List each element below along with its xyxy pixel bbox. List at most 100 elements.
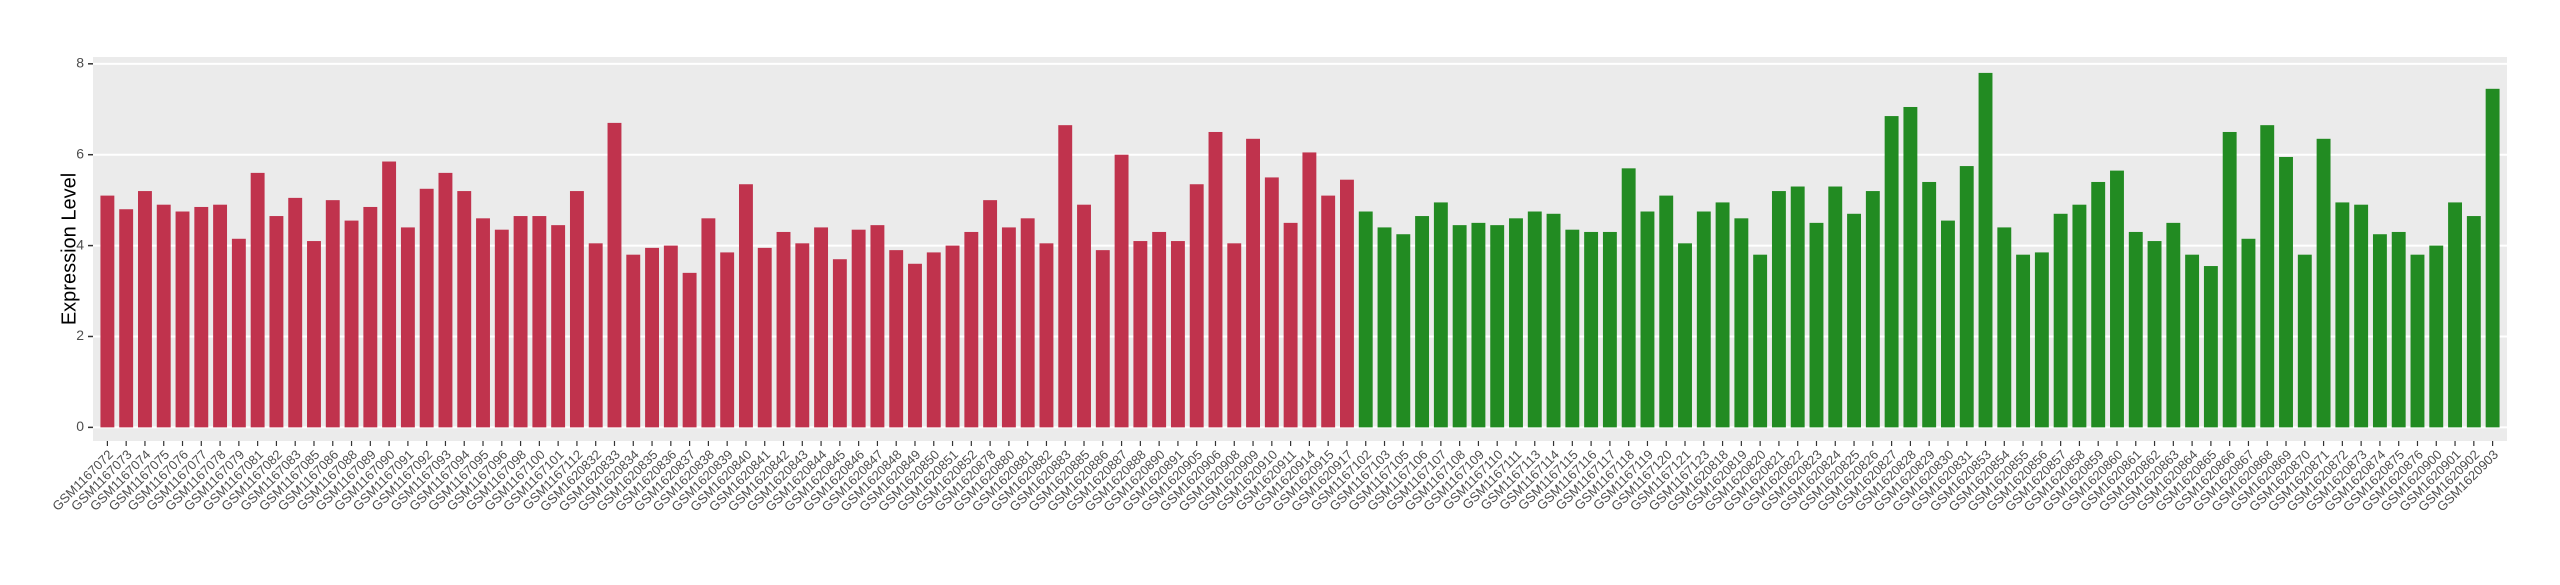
bar: [1715, 202, 1730, 428]
bar: [964, 231, 979, 428]
bar: [307, 241, 321, 428]
bar: [1828, 186, 1843, 428]
bar: [476, 218, 490, 428]
bar: [2128, 231, 2143, 428]
bar: [1114, 154, 1129, 428]
bar: [194, 206, 209, 428]
bar: [1903, 106, 1918, 428]
bar: [1133, 241, 1148, 428]
bar: [2316, 138, 2331, 428]
bar: [1058, 125, 1073, 428]
bar: [1358, 211, 1373, 428]
bar: [438, 172, 453, 428]
y-tick-label: 4: [76, 236, 84, 252]
bar: [832, 259, 847, 428]
bar: [419, 188, 434, 428]
bar: [325, 200, 340, 428]
bar: [1809, 222, 1824, 428]
plot-panel: [93, 57, 2507, 441]
bar: [1471, 222, 1486, 428]
bar: [1264, 177, 1279, 428]
bar: [701, 218, 716, 428]
bar: [551, 225, 566, 428]
bar: [100, 195, 115, 428]
bar: [569, 191, 584, 428]
bar: [2166, 222, 2181, 428]
bar: [1640, 211, 1655, 428]
bar: [983, 200, 998, 428]
bar: [400, 227, 415, 428]
bar: [231, 238, 246, 428]
bar: [156, 204, 171, 428]
bar: [250, 172, 265, 428]
bar: [2335, 202, 2350, 428]
bar: [2354, 204, 2369, 428]
bar: [1884, 116, 1899, 428]
bar: [2279, 156, 2293, 428]
bar: [2448, 202, 2462, 428]
bar: [138, 191, 152, 428]
bar: [682, 272, 697, 428]
bar: [1959, 166, 1974, 428]
bar: [1659, 195, 1674, 428]
y-axis-title: Expression Level: [58, 173, 80, 325]
bar: [344, 220, 359, 428]
bar: [1246, 138, 1260, 428]
bar: [739, 184, 753, 428]
bar: [851, 229, 866, 428]
bar: [513, 216, 528, 428]
bar: [1621, 168, 1636, 428]
bar: [1189, 184, 1204, 428]
bar: [2091, 181, 2106, 428]
bar: [1039, 243, 1054, 428]
bar: [175, 211, 190, 428]
bar: [795, 243, 810, 428]
bar: [457, 191, 472, 428]
bar: [945, 245, 960, 428]
bar: [1377, 227, 1392, 428]
bar: [2185, 254, 2200, 428]
bar: [1696, 211, 1711, 428]
bar: [2485, 88, 2500, 428]
bar: [2391, 231, 2406, 428]
bar: [1302, 152, 1317, 428]
bar: [494, 229, 509, 428]
bar: [532, 216, 547, 428]
bar: [2016, 254, 2031, 428]
bar: [2222, 131, 2237, 428]
y-tick-label: 8: [76, 55, 84, 71]
bar: [1095, 250, 1110, 428]
bar: [1734, 218, 1749, 428]
bar: [870, 225, 885, 428]
bar: [663, 245, 678, 428]
bar: [1283, 222, 1298, 428]
bar: [1997, 227, 2012, 428]
bar: [2466, 216, 2481, 428]
bar: [1415, 216, 1430, 428]
bar: [908, 263, 922, 428]
bar: [2203, 266, 2218, 428]
bar: [382, 161, 397, 428]
bar: [1452, 225, 1467, 428]
bar: [119, 209, 134, 428]
bar: [1922, 181, 1937, 428]
bar: [1340, 179, 1354, 428]
bar: [720, 252, 735, 428]
bar: [926, 252, 941, 428]
bar: [1584, 231, 1599, 428]
bar: [1152, 231, 1167, 428]
bar: [1321, 195, 1336, 428]
bar: [1847, 213, 1861, 428]
y-tick-label: 6: [76, 145, 84, 161]
bar: [2429, 245, 2444, 428]
bar: [588, 243, 603, 428]
bar: [1227, 243, 1242, 428]
bar: [1978, 72, 1993, 428]
bar: [776, 231, 791, 428]
bar: [1433, 202, 1448, 428]
bar: [363, 206, 378, 428]
bar: [2053, 213, 2068, 428]
bar: [1001, 227, 1016, 428]
bar: [1678, 243, 1692, 428]
